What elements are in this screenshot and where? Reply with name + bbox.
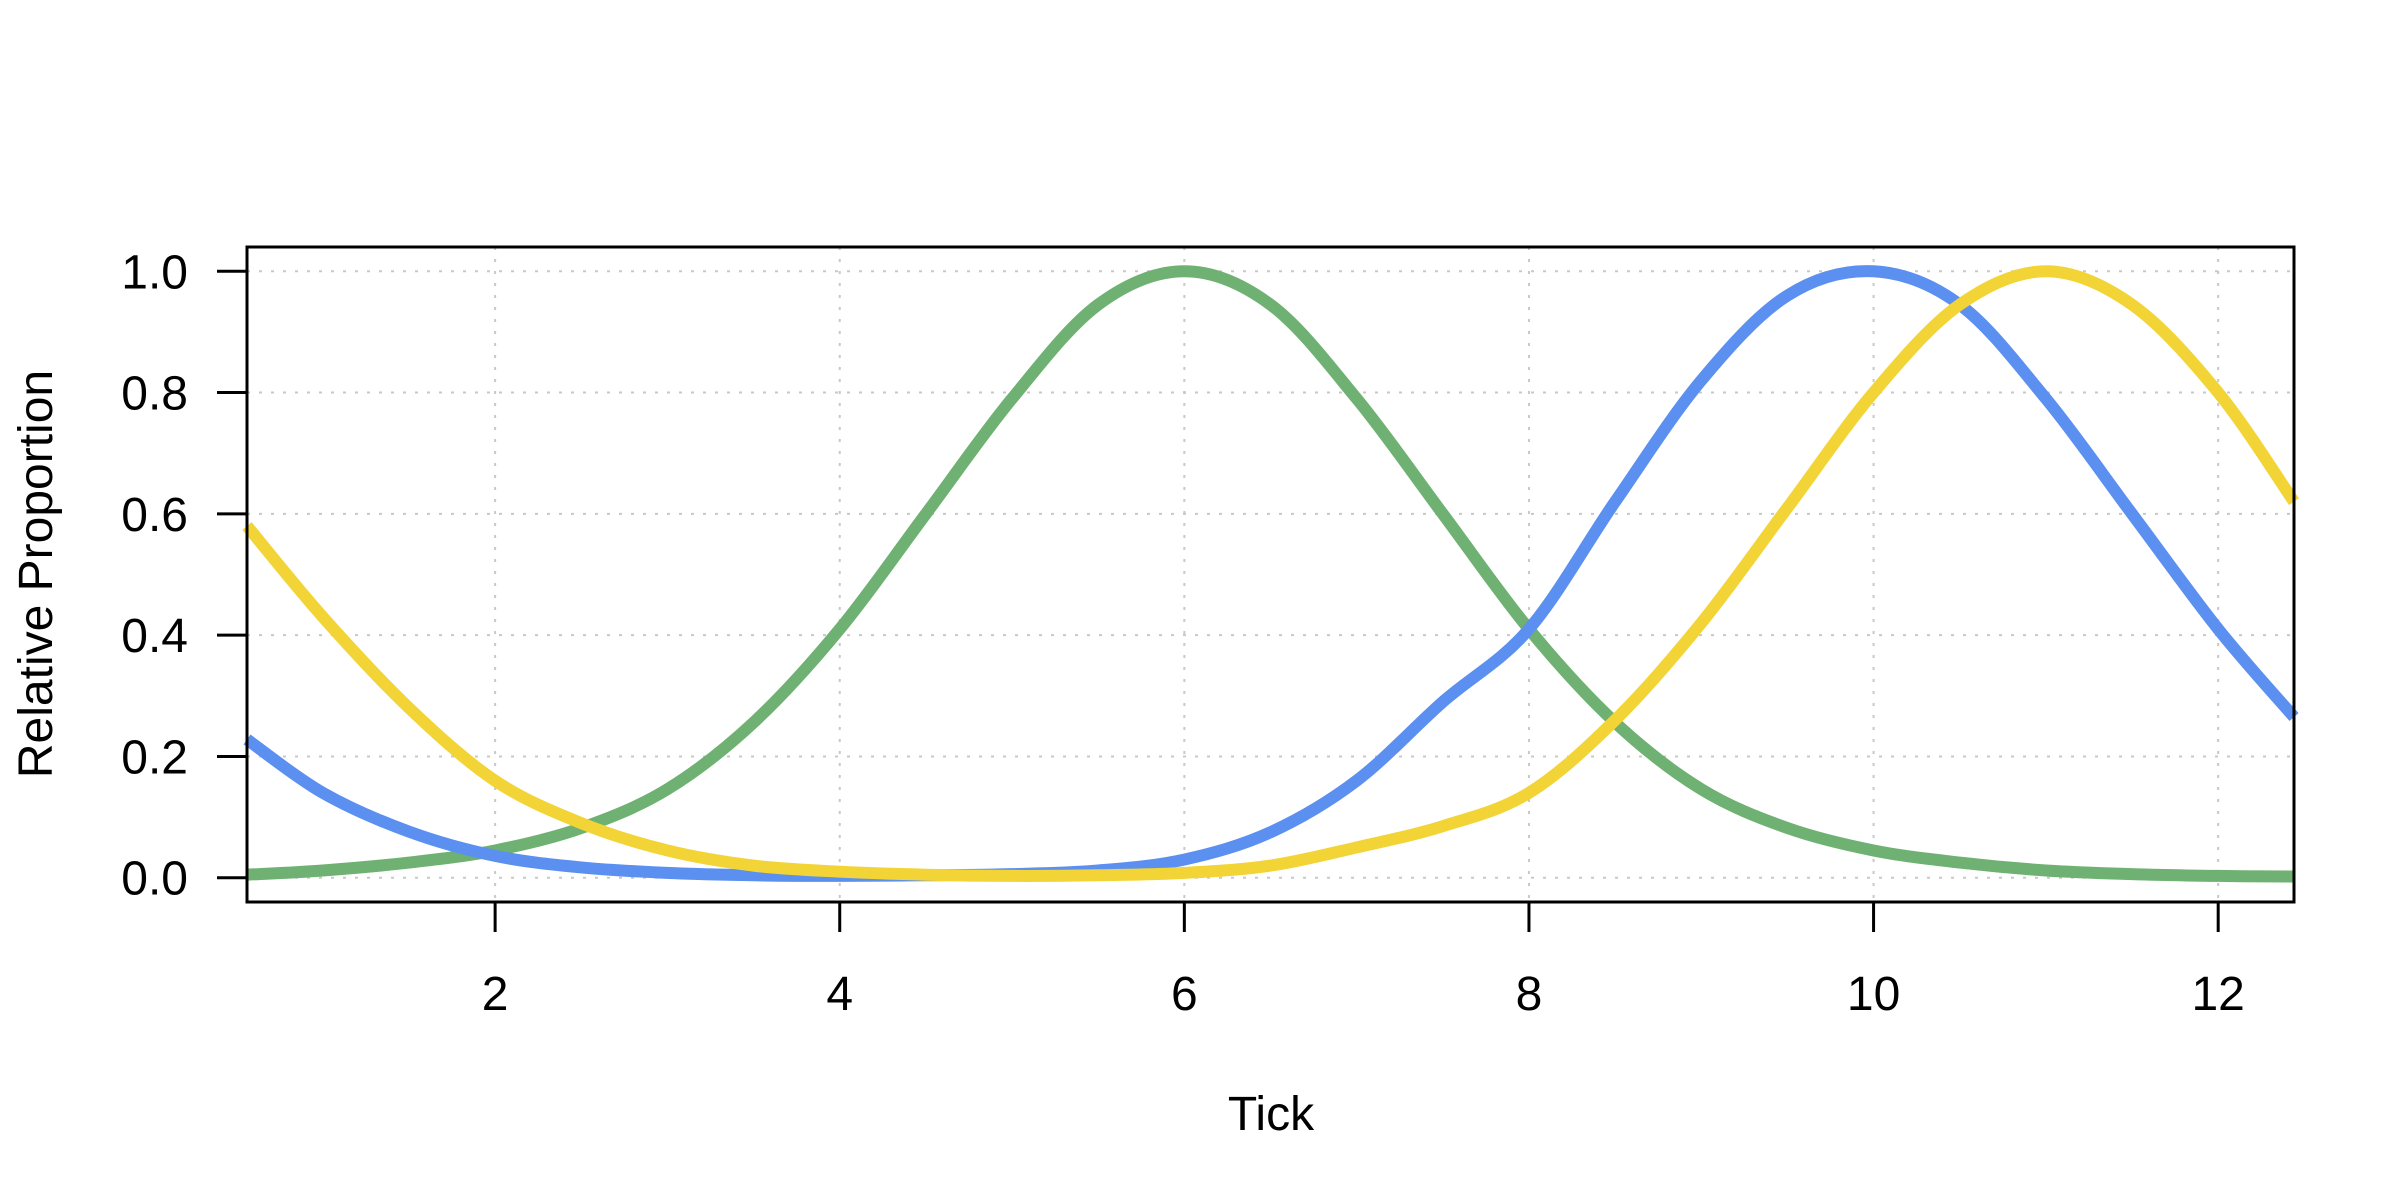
y-axis: 0.0 0.2 0.4 0.6 0.8 1.0 [121, 246, 247, 906]
series-line-1 [246, 265, 2295, 883]
plot-frame [245, 245, 2296, 904]
x-tick-label: 8 [1516, 968, 1543, 1021]
grid-lines [247, 247, 2294, 902]
y-tick-label: 0.2 [121, 731, 188, 784]
x-tick-label: 2 [482, 968, 509, 1021]
y-tick-label: 0.8 [121, 368, 188, 421]
y-tick-label: 0.0 [121, 853, 188, 906]
x-axis-title: Tick [1228, 1088, 1315, 1141]
x-tick-label: 6 [1171, 968, 1198, 1021]
series-layer [242, 265, 2299, 883]
x-tick-label: 12 [2191, 968, 2244, 1021]
series-line-2 [243, 265, 2299, 882]
x-axis: 2 4 6 8 10 12 [482, 902, 2245, 1021]
y-tick-label: 0.4 [121, 610, 188, 663]
x-tick-label: 10 [1847, 968, 1900, 1021]
series-line-3 [242, 265, 2299, 882]
y-tick-label: 1.0 [121, 246, 188, 299]
y-axis-title: Relative Proportion [10, 370, 63, 778]
y-tick-label: 0.6 [121, 489, 188, 542]
x-tick-label: 4 [826, 968, 853, 1021]
